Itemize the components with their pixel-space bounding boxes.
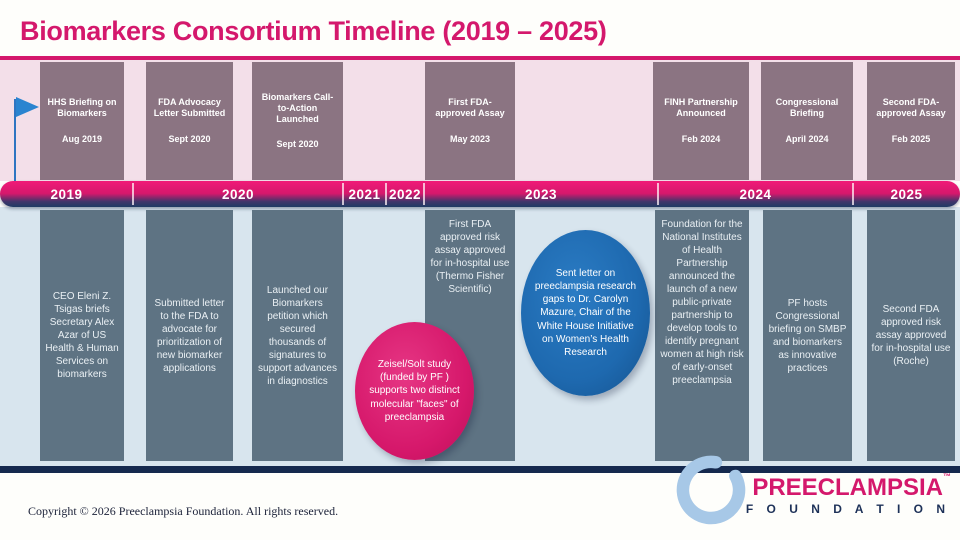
event-box-hhs-briefing: HHS Briefing on Biomarkers Aug 2019 <box>40 62 124 180</box>
bottom-divider-bar <box>0 466 960 473</box>
event-box-finh-partnership: FINH Partnership Announced Feb 2024 <box>653 62 749 180</box>
event-label: FDA Advocacy Letter Submitted <box>153 97 226 119</box>
year-divider <box>657 183 659 205</box>
year-segment-2022: 2022 <box>388 186 422 202</box>
event-box-call-to-action: Biomarkers Call-to-Action Launched Sept … <box>252 62 343 180</box>
event-box-second-assay: Second FDA-approved Assay Feb 2025 <box>867 62 955 180</box>
year-segment-2021: 2021 <box>348 186 381 202</box>
event-label: First FDA-approved Assay <box>435 97 505 119</box>
page-title: Biomarkers Consortium Timeline (2019 – 2… <box>20 16 607 46</box>
event-label: Biomarkers Call-to-Action Launched <box>261 91 334 125</box>
year-divider <box>342 183 344 205</box>
logo-title: PREECLAMPSIA <box>752 474 943 501</box>
detail-column-congressional-briefing: PF hosts Congressional briefing on SMBP … <box>763 210 852 461</box>
event-date: Sept 2020 <box>276 139 319 150</box>
detail-column-second-assay: Second FDA approved risk assay approved … <box>867 210 955 461</box>
event-label: Second FDA-approved Assay <box>876 97 946 119</box>
event-date: Sept 2020 <box>168 133 211 144</box>
flag-pole <box>14 99 16 185</box>
detail-text: PF hosts Congressional briefing on SMBP … <box>768 297 847 374</box>
detail-text: Launched our Biomarkers petition which s… <box>258 284 337 387</box>
detail-column-call-to-action: Launched our Biomarkers petition which s… <box>252 210 343 461</box>
title-underline <box>0 56 960 60</box>
year-divider <box>852 183 854 205</box>
year-segment-2025: 2025 <box>890 186 923 202</box>
detail-column-finh-partnership: Foundation for the National Institutes o… <box>655 210 749 461</box>
detail-column-hhs-briefing: CEO Eleni Z. Tsigas briefs Secretary Ale… <box>40 210 124 461</box>
callout-white-house-letter: Sent letter on preeclampsia research gap… <box>521 230 650 396</box>
year-divider <box>132 183 134 205</box>
preeclampsia-logo-wordmark: PREECLAMPSIA™ F O U N D A T I O N <box>745 473 951 516</box>
event-label: FINH Partnership Announced <box>664 97 738 119</box>
event-box-congressional-briefing: Congressional Briefing April 2024 <box>761 62 853 180</box>
detail-text: Submitted letter to the FDA to advocate … <box>154 297 225 374</box>
detail-text: CEO Eleni Z. Tsigas briefs Secretary Ale… <box>45 291 119 380</box>
year-segment-2023: 2023 <box>524 186 558 202</box>
flag-icon <box>16 97 39 117</box>
event-date: April 2024 <box>785 133 829 144</box>
event-box-fda-letter: FDA Advocacy Letter Submitted Sept 2020 <box>146 62 233 180</box>
year-divider <box>423 183 425 205</box>
detail-text: Foundation for the National Institutes o… <box>660 219 744 386</box>
logo-subtitle: F O U N D A T I O N <box>745 502 950 516</box>
timeline-bar: 2019 2020 2021 2022 2023 2024 2025 <box>0 181 960 207</box>
detail-column-first-assay: First FDA approved risk assay approved f… <box>425 210 515 461</box>
event-date: May 2023 <box>449 133 491 144</box>
event-box-first-assay: First FDA-approved Assay May 2023 <box>425 62 515 180</box>
preeclampsia-logo-swirl-icon <box>676 455 746 525</box>
year-divider <box>385 183 387 205</box>
trademark-symbol: ™ <box>943 472 951 481</box>
year-segment-2019: 2019 <box>50 186 83 202</box>
callout-text: Zeisel/Solt study (funded by PF ) suppor… <box>369 359 460 423</box>
event-date: Feb 2025 <box>891 133 931 144</box>
event-date: Aug 2019 <box>61 133 103 144</box>
callout-zeisel-solt-study: Zeisel/Solt study (funded by PF ) suppor… <box>355 322 474 460</box>
event-label: Congressional Briefing <box>775 97 839 119</box>
callout-text: Sent letter on preeclampsia research gap… <box>534 267 637 358</box>
detail-column-fda-letter: Submitted letter to the FDA to advocate … <box>146 210 233 461</box>
year-segment-2024: 2024 <box>739 186 772 202</box>
detail-text: First FDA approved risk assay approved f… <box>430 219 510 295</box>
event-label: HHS Briefing on Biomarkers <box>47 97 117 119</box>
year-segment-2020: 2020 <box>221 186 255 202</box>
event-date: Feb 2024 <box>681 133 721 144</box>
detail-text: Second FDA approved risk assay approved … <box>871 304 951 367</box>
copyright-text: Copyright © 2026 Preeclampsia Foundation… <box>28 504 339 518</box>
